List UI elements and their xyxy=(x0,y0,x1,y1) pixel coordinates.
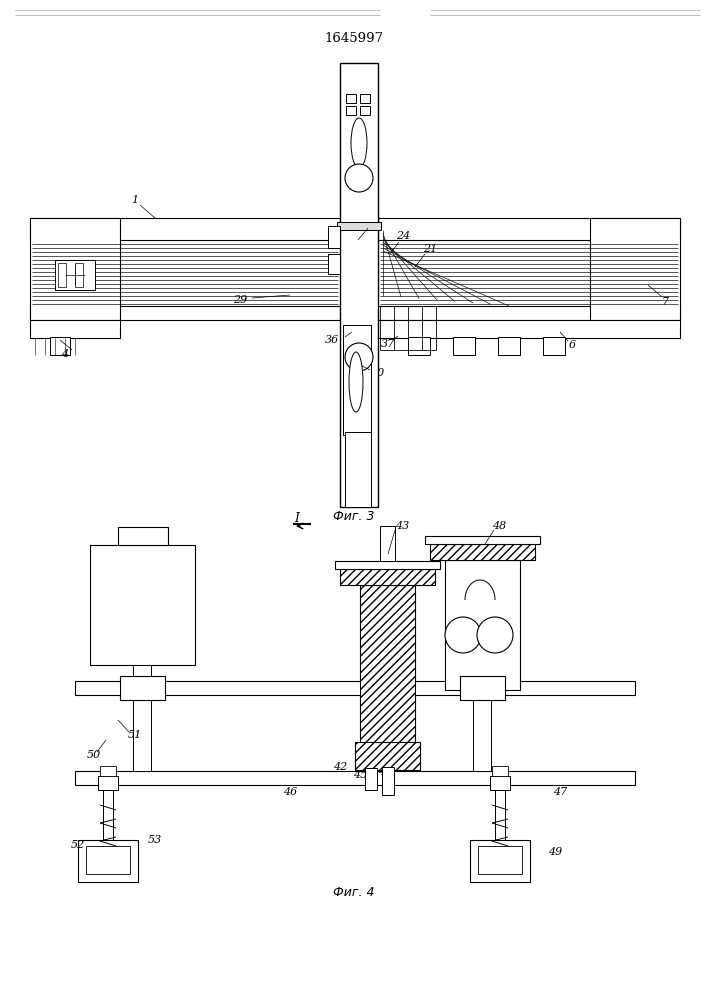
Text: 21: 21 xyxy=(423,244,437,254)
Bar xyxy=(75,263,83,287)
Text: 45: 45 xyxy=(353,770,367,780)
Bar xyxy=(460,676,505,700)
Bar xyxy=(368,320,680,338)
Bar xyxy=(490,776,510,790)
Bar xyxy=(337,222,381,230)
Bar xyxy=(378,218,680,240)
Text: 50: 50 xyxy=(87,750,101,760)
Bar xyxy=(380,526,395,561)
Text: 36: 36 xyxy=(325,335,339,345)
Bar xyxy=(78,840,138,882)
Bar xyxy=(492,766,508,776)
Text: 6: 6 xyxy=(568,340,575,350)
Bar xyxy=(355,742,420,770)
Bar xyxy=(55,260,95,290)
Ellipse shape xyxy=(349,352,363,412)
Bar xyxy=(86,846,130,874)
Bar xyxy=(445,560,520,690)
Bar xyxy=(430,544,535,560)
Text: 52: 52 xyxy=(71,840,85,850)
Text: 4: 4 xyxy=(62,349,69,359)
Bar xyxy=(346,94,356,103)
Bar xyxy=(98,776,118,790)
Bar xyxy=(30,320,120,338)
Bar xyxy=(360,106,370,115)
Text: 1645997: 1645997 xyxy=(325,31,384,44)
Text: 53: 53 xyxy=(148,835,162,845)
Text: 37: 37 xyxy=(381,339,395,349)
Bar xyxy=(30,218,120,320)
Bar xyxy=(408,337,430,355)
Bar xyxy=(335,561,440,569)
Text: 7: 7 xyxy=(662,297,669,307)
Text: Фиг. 4: Фиг. 4 xyxy=(333,886,375,898)
Bar xyxy=(453,337,475,355)
Bar xyxy=(103,785,113,840)
Text: 30: 30 xyxy=(371,368,385,378)
Bar xyxy=(50,337,70,355)
Text: 43: 43 xyxy=(395,521,409,531)
Bar xyxy=(100,766,116,776)
Bar xyxy=(360,585,415,745)
Bar xyxy=(382,767,394,795)
Text: 48: 48 xyxy=(492,521,506,531)
Bar xyxy=(478,846,522,874)
Bar xyxy=(473,681,491,690)
Bar xyxy=(368,306,680,320)
Text: 1: 1 xyxy=(132,195,139,205)
Text: 51: 51 xyxy=(128,730,142,740)
Circle shape xyxy=(477,617,513,653)
Bar xyxy=(133,695,151,771)
Bar xyxy=(590,218,680,320)
Bar xyxy=(133,665,151,681)
Text: 44: 44 xyxy=(378,767,392,777)
Bar xyxy=(360,94,370,103)
Bar xyxy=(30,306,350,320)
Circle shape xyxy=(445,617,481,653)
Bar xyxy=(328,226,340,248)
Text: 15: 15 xyxy=(366,217,380,227)
Bar xyxy=(470,840,530,882)
Text: 46: 46 xyxy=(283,787,297,797)
Bar xyxy=(343,325,371,435)
Bar xyxy=(365,768,377,790)
Circle shape xyxy=(345,343,373,371)
Bar xyxy=(340,63,378,507)
Bar xyxy=(543,337,565,355)
Bar xyxy=(340,569,435,585)
Text: I: I xyxy=(295,512,300,524)
Bar xyxy=(346,106,356,115)
Bar xyxy=(495,785,505,840)
Bar xyxy=(58,263,66,287)
Bar xyxy=(118,527,168,545)
Text: Фиг. 3: Фиг. 3 xyxy=(333,510,375,522)
Bar xyxy=(328,254,340,274)
Text: 24: 24 xyxy=(396,231,410,241)
Bar xyxy=(30,218,340,240)
Circle shape xyxy=(345,164,373,192)
Bar xyxy=(120,676,165,700)
Bar xyxy=(75,771,635,785)
Bar xyxy=(498,337,520,355)
Text: 42: 42 xyxy=(333,762,347,772)
Bar xyxy=(425,536,540,544)
Bar xyxy=(473,695,491,771)
Bar xyxy=(90,545,195,665)
Bar xyxy=(345,432,371,507)
Text: 47: 47 xyxy=(553,787,567,797)
Text: 49: 49 xyxy=(548,847,562,857)
Ellipse shape xyxy=(351,118,367,168)
Text: 29: 29 xyxy=(233,295,247,305)
Bar xyxy=(75,681,635,695)
